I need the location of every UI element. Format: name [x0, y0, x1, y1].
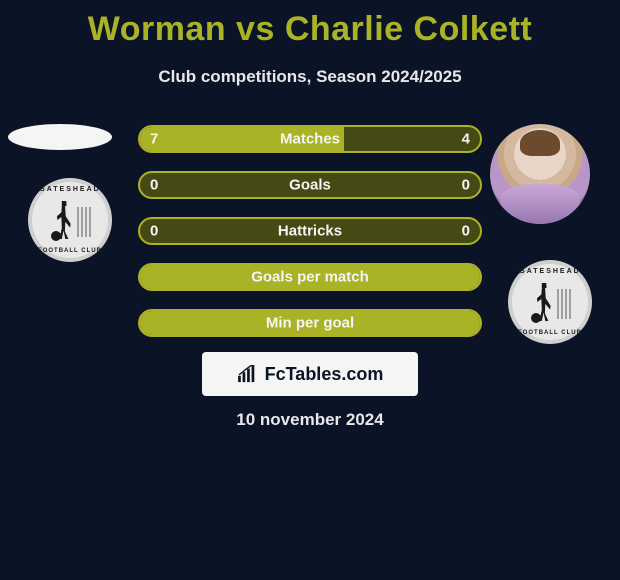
watermark-text: FcTables.com — [265, 364, 384, 385]
stat-label: Hattricks — [278, 223, 342, 240]
player-left-photo — [8, 124, 112, 150]
page-title: Worman vs Charlie Colkett — [0, 0, 620, 49]
bars-icon — [237, 365, 259, 383]
badge-right-top-text: GATESHEAD — [512, 268, 588, 275]
stat-row: Goals per match — [138, 263, 482, 291]
stat-left-value: 0 — [150, 223, 158, 240]
badge-right-bottom-text: FOOTBALL CLUB — [512, 330, 588, 336]
stat-row: 7 Matches 4 — [138, 125, 482, 153]
stat-label: Min per goal — [266, 315, 354, 332]
stat-right-value: 4 — [462, 131, 470, 148]
stats-container: 7 Matches 4 0 Goals 0 0 Hattricks 0 Goals per mat… — [138, 125, 482, 355]
stat-row: Min per goal — [138, 309, 482, 337]
date-label: 10 november 2024 — [0, 410, 620, 430]
stat-label: Goals — [289, 177, 331, 194]
stat-right-value: 0 — [462, 177, 470, 194]
stat-label: Goals per match — [251, 269, 369, 286]
stat-label: Matches — [280, 131, 340, 148]
stat-left-value: 0 — [150, 177, 158, 194]
page-subtitle: Club competitions, Season 2024/2025 — [0, 67, 620, 87]
stat-right-value: 0 — [462, 223, 470, 240]
player-right-photo — [490, 124, 590, 224]
badge-left-top-text: GATESHEAD — [32, 186, 108, 193]
stat-left-value: 7 — [150, 131, 158, 148]
stat-row: 0 Goals 0 — [138, 171, 482, 199]
club-badge-left: GATESHEAD FOOTBALL CLUB — [28, 178, 112, 262]
badge-left-bottom-text: FOOTBALL CLUB — [32, 248, 108, 254]
stat-row: 0 Hattricks 0 — [138, 217, 482, 245]
club-badge-right: GATESHEAD FOOTBALL CLUB — [508, 260, 592, 344]
watermark-badge: FcTables.com — [202, 352, 418, 396]
